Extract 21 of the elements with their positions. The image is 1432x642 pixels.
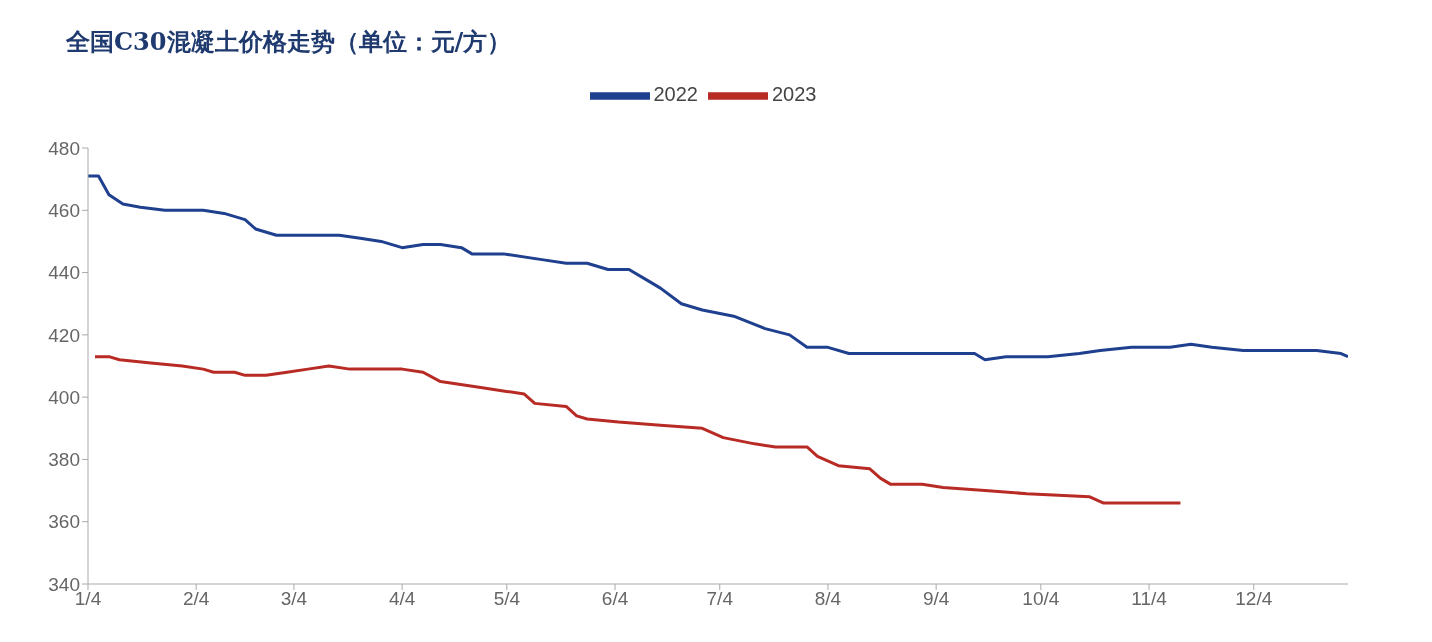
y-tick-label: 400 [48, 386, 80, 408]
x-tick-label: 10/4 [1022, 588, 1060, 610]
x-tick-label: 9/4 [922, 588, 950, 610]
y-tick-label: 360 [48, 511, 80, 533]
chart-title: 全国C30混凝土价格走势（单位：元/方） [66, 26, 512, 58]
x-tick-label: 12/4 [1235, 588, 1273, 610]
y-tick-label: 440 [48, 262, 80, 284]
y-tick-label: 380 [48, 449, 80, 471]
legend-label: 2023 [772, 83, 817, 106]
x-tick-label: 7/4 [706, 588, 734, 610]
y-tick-label: 480 [48, 137, 80, 159]
x-tick-label: 6/4 [601, 588, 629, 610]
x-tick-label: 5/4 [493, 588, 521, 610]
x-tick-label: 2/4 [182, 588, 210, 610]
y-tick-label: 460 [48, 200, 80, 222]
legend-label: 2022 [653, 83, 698, 106]
x-tick-label: 8/4 [814, 588, 842, 610]
x-tick-label: 11/4 [1131, 588, 1168, 610]
x-tick-label: 3/4 [280, 588, 308, 610]
y-tick-label: 420 [48, 324, 80, 346]
x-tick-label: 4/4 [388, 588, 416, 610]
